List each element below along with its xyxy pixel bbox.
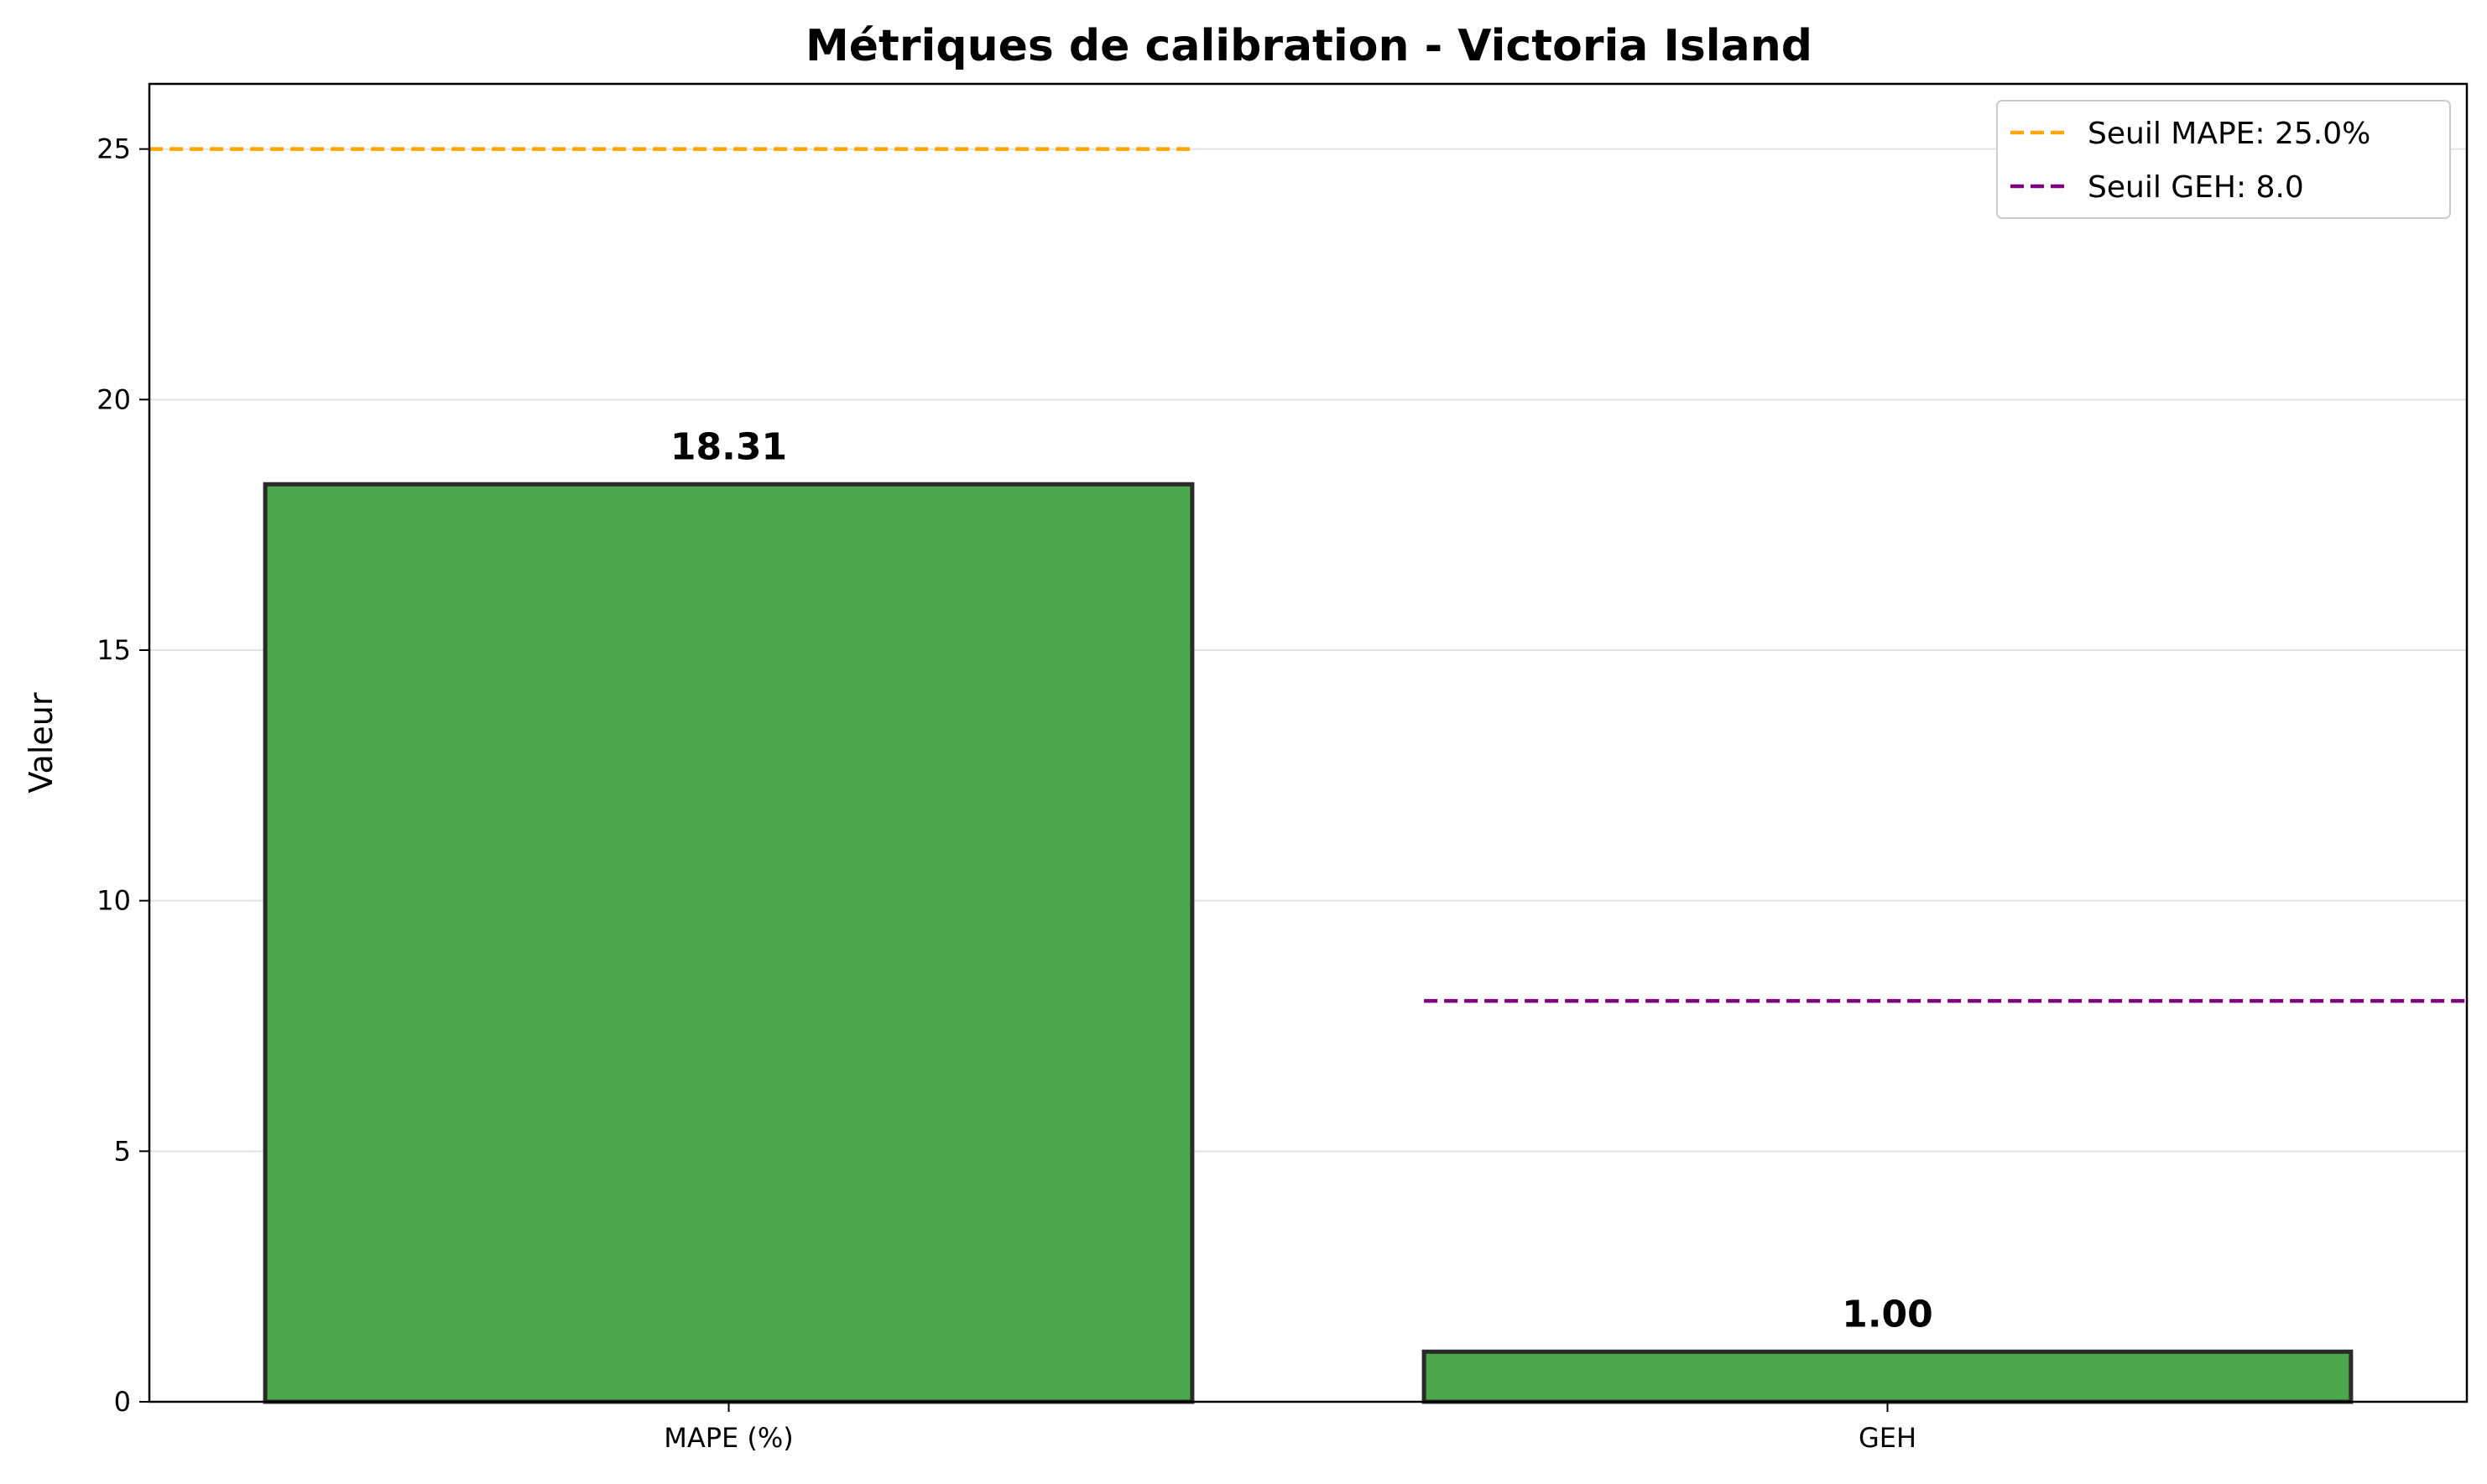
bar	[1421, 1349, 2354, 1404]
y-tick-label: 0	[114, 1386, 131, 1418]
bar	[263, 482, 1195, 1404]
y-tick-label: 20	[96, 383, 131, 415]
y-axis-ticks: 0 5 10 15 20 25	[96, 133, 149, 1418]
value-labels: 18.31 1.00	[670, 425, 1933, 1336]
x-tick-label: MAPE (%)	[664, 1422, 794, 1454]
bars	[263, 482, 2354, 1404]
y-tick-label: 25	[96, 133, 131, 165]
y-axis-label: Valeur	[23, 692, 60, 793]
bar-value-label: 18.31	[670, 425, 787, 468]
chart-title: Métriques de calibration - Victoria Isla…	[806, 21, 1812, 71]
x-tick-label: GEH	[1859, 1422, 1916, 1454]
legend-label: Seuil GEH: 8.0	[2088, 170, 2304, 205]
plot-frame	[148, 82, 2469, 1403]
threshold-lines	[149, 147, 2467, 1003]
legend-box	[1996, 100, 2451, 219]
legend: Seuil MAPE: 25.0% Seuil GEH: 8.0	[1996, 100, 2451, 219]
y-tick-label: 15	[96, 634, 131, 666]
legend-label: Seuil MAPE: 25.0%	[2088, 117, 2370, 151]
y-tick-label: 5	[114, 1135, 131, 1167]
bar-value-label: 1.00	[1842, 1293, 1933, 1336]
x-axis-ticks: MAPE (%) GEH	[664, 1402, 1916, 1454]
y-tick-label: 10	[96, 885, 131, 917]
